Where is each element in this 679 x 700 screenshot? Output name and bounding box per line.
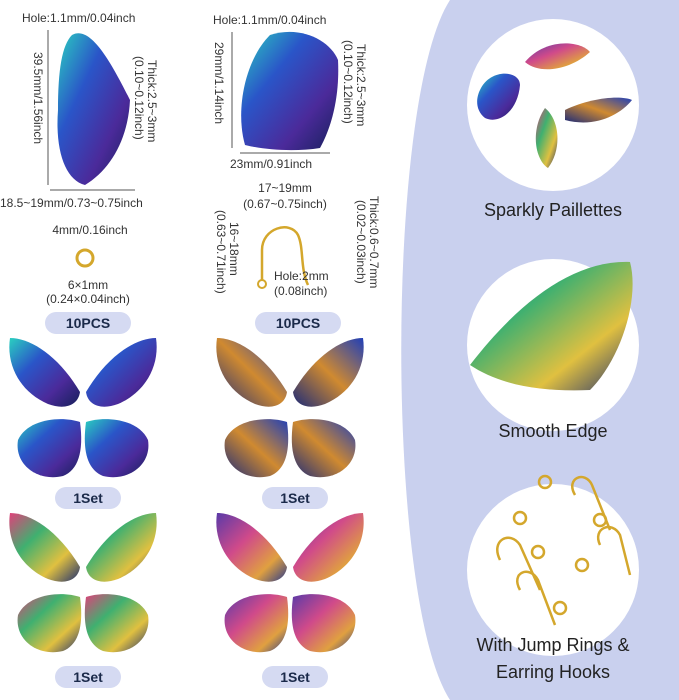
- set-label: 1Set: [280, 490, 310, 506]
- set-label: 1Set: [280, 669, 310, 685]
- set-pill: [262, 666, 328, 688]
- jump-ring: [75, 248, 95, 268]
- set-pill: [262, 487, 328, 509]
- dimension-label: 39.5mm/1.56inch: [31, 52, 45, 144]
- dimension-label: (0.24×0.04inch): [46, 292, 130, 306]
- round-wing: [241, 31, 339, 151]
- earring-hook: [257, 279, 267, 289]
- hooks-photo: [496, 474, 632, 626]
- set-label: 1Set: [73, 669, 103, 685]
- count-pill: [255, 312, 341, 334]
- set-label: 1Set: [73, 490, 103, 506]
- dimension-label: (0.63~0.71inch): [214, 210, 228, 294]
- dimension-label: Hole:2mm: [274, 269, 329, 283]
- dimension-label: Thick:2.5~3mm: [145, 60, 159, 142]
- count-pill: [45, 312, 131, 334]
- wing-set: [9, 338, 157, 478]
- dimension-label: (0.67~0.75inch): [243, 197, 327, 211]
- dimension-label: (0.10~0.12inch): [132, 56, 146, 140]
- feature-label: Sparkly Paillettes: [484, 200, 622, 220]
- dimension-label: 29mm/1.14inch: [212, 42, 226, 124]
- dimension-label: 23mm/0.91inch: [230, 157, 312, 171]
- wing-set: [216, 338, 364, 478]
- dimension-label: 4mm/0.16inch: [52, 223, 127, 237]
- earring-hook: [260, 226, 310, 286]
- set-pill: [55, 666, 121, 688]
- dimension-label: (0.02~0.03inch): [354, 200, 368, 284]
- feature-label: Earring Hooks: [496, 662, 610, 682]
- feature-circle: [467, 484, 639, 656]
- wing-set: [9, 513, 157, 653]
- dimension-label: 6×1mm: [68, 278, 108, 292]
- long-wing: [57, 33, 130, 186]
- feature-label: Smooth Edge: [498, 421, 607, 441]
- feature-circle: [467, 19, 639, 191]
- edge-photo: [470, 261, 633, 391]
- dimension-label: 17~19mm: [258, 181, 312, 195]
- paillettes-photo: [477, 43, 632, 168]
- dimension-label: (0.08inch): [274, 284, 327, 298]
- dimension-label: Hole:1.1mm/0.04inch: [213, 13, 326, 27]
- dimension-label: Thick:2.5~3mm: [354, 44, 368, 126]
- count-label: 10PCS: [276, 315, 320, 331]
- dimension-label: 18.5~19mm/0.73~0.75inch: [0, 196, 143, 210]
- feature-label: With Jump Rings &: [476, 635, 629, 655]
- dimension-label: (0.10~0.12inch): [341, 40, 355, 124]
- dimension-label: Hole:1.1mm/0.04inch: [22, 11, 135, 25]
- set-pill: [55, 487, 121, 509]
- dimension-label: 16~18mm: [227, 222, 241, 276]
- count-label: 10PCS: [66, 315, 110, 331]
- dimension-label: Thick:0.6~0.7mm: [367, 196, 381, 288]
- wing-set: [216, 513, 364, 653]
